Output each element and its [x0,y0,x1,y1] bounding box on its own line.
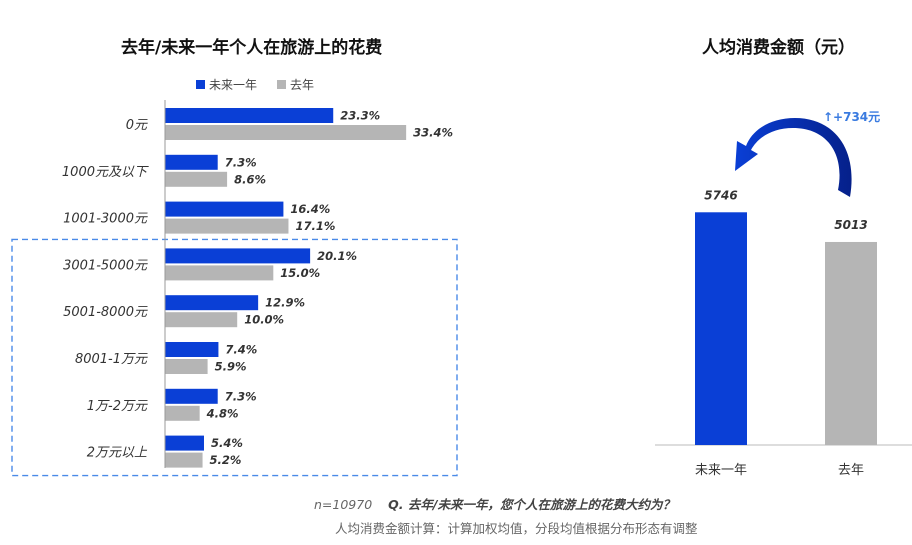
legend-item-last-year: 去年 [277,76,314,93]
category-label: 未来一年 [695,463,747,478]
bar-next-year [165,154,218,170]
data-label: 12.9% [265,296,305,310]
category-label: 3001-5000元 [63,258,148,273]
bar-last-year [165,312,238,328]
category-label: 2万元以上 [87,446,148,461]
data-label: 15.0% [280,266,320,280]
category-label: 5001-8000元 [63,305,148,320]
footer-note: 人均消费金额计算：计算加权均值，分段均值根据分布形态有调整 [335,521,698,536]
data-label: 5.2% [210,453,242,467]
bar-last-year [165,359,208,374]
category-label: 8001-1万元 [75,352,148,367]
data-label: 8.6% [234,172,266,186]
footer-question: n=10970 Q. 去年/未来一年，您个人在旅游上的花费大约为？ [314,494,675,513]
right-chart-title: 人均消费金额（元） [702,38,855,58]
legend: 未来一年 去年 [196,76,334,93]
data-label: 5013 [834,218,867,232]
data-label: 10.0% [244,313,284,327]
data-label: 5.9% [215,360,247,374]
bar-last-year [165,125,407,140]
bar-last-year [165,265,274,281]
category-label: 1001-3000元 [63,212,148,227]
bar-next-year [165,295,259,311]
bar-last-year [165,218,289,234]
category-label: 0元 [126,118,148,133]
legend-label-last-year: 去年 [290,78,315,92]
bar-next-year [165,201,284,217]
legend-label-next-year: 未来一年 [209,78,258,92]
bar-last-year [165,171,228,187]
legend-item-next-year: 未来一年 [196,76,257,93]
left-chart-title: 去年/未来一年个人在旅游上的花费 [121,38,383,58]
increase-annotation: ↑+734元 [823,110,880,124]
data-label: 20.1% [317,249,357,263]
data-label: 5.4% [211,436,243,450]
legend-swatch-next-year [196,80,205,89]
curved-arrow-icon [735,118,852,197]
data-label: 7.3% [225,389,257,403]
data-label: 33.4% [413,126,453,140]
legend-swatch-last-year [277,80,287,89]
bar-next-year [165,248,311,264]
bar-next-year [165,108,334,123]
category-label: 去年 [838,463,864,478]
bar-next-year [165,388,218,404]
data-label: 16.4% [290,202,330,216]
data-label: 23.3% [340,109,380,123]
bar-avg-next-year [695,212,747,445]
highlight-box [11,238,458,477]
question-text: Q. 去年/未来一年，您个人在旅游上的花费大约为？ [388,497,675,512]
bar-last-year [165,405,200,421]
data-label: 17.1% [295,219,335,233]
sample-size: n=10970 [314,497,373,512]
category-label: 1000元及以下 [62,165,149,180]
bar-next-year [165,342,219,357]
bar-next-year [165,435,204,451]
data-label: 5746 [704,188,737,202]
data-label: 4.8% [206,406,239,420]
category-label: 1万-2万元 [87,399,148,414]
bar-last-year [165,452,203,468]
data-label: 7.4% [225,343,257,357]
data-label: 7.3% [225,155,257,169]
bar-avg-last-year [825,241,877,445]
